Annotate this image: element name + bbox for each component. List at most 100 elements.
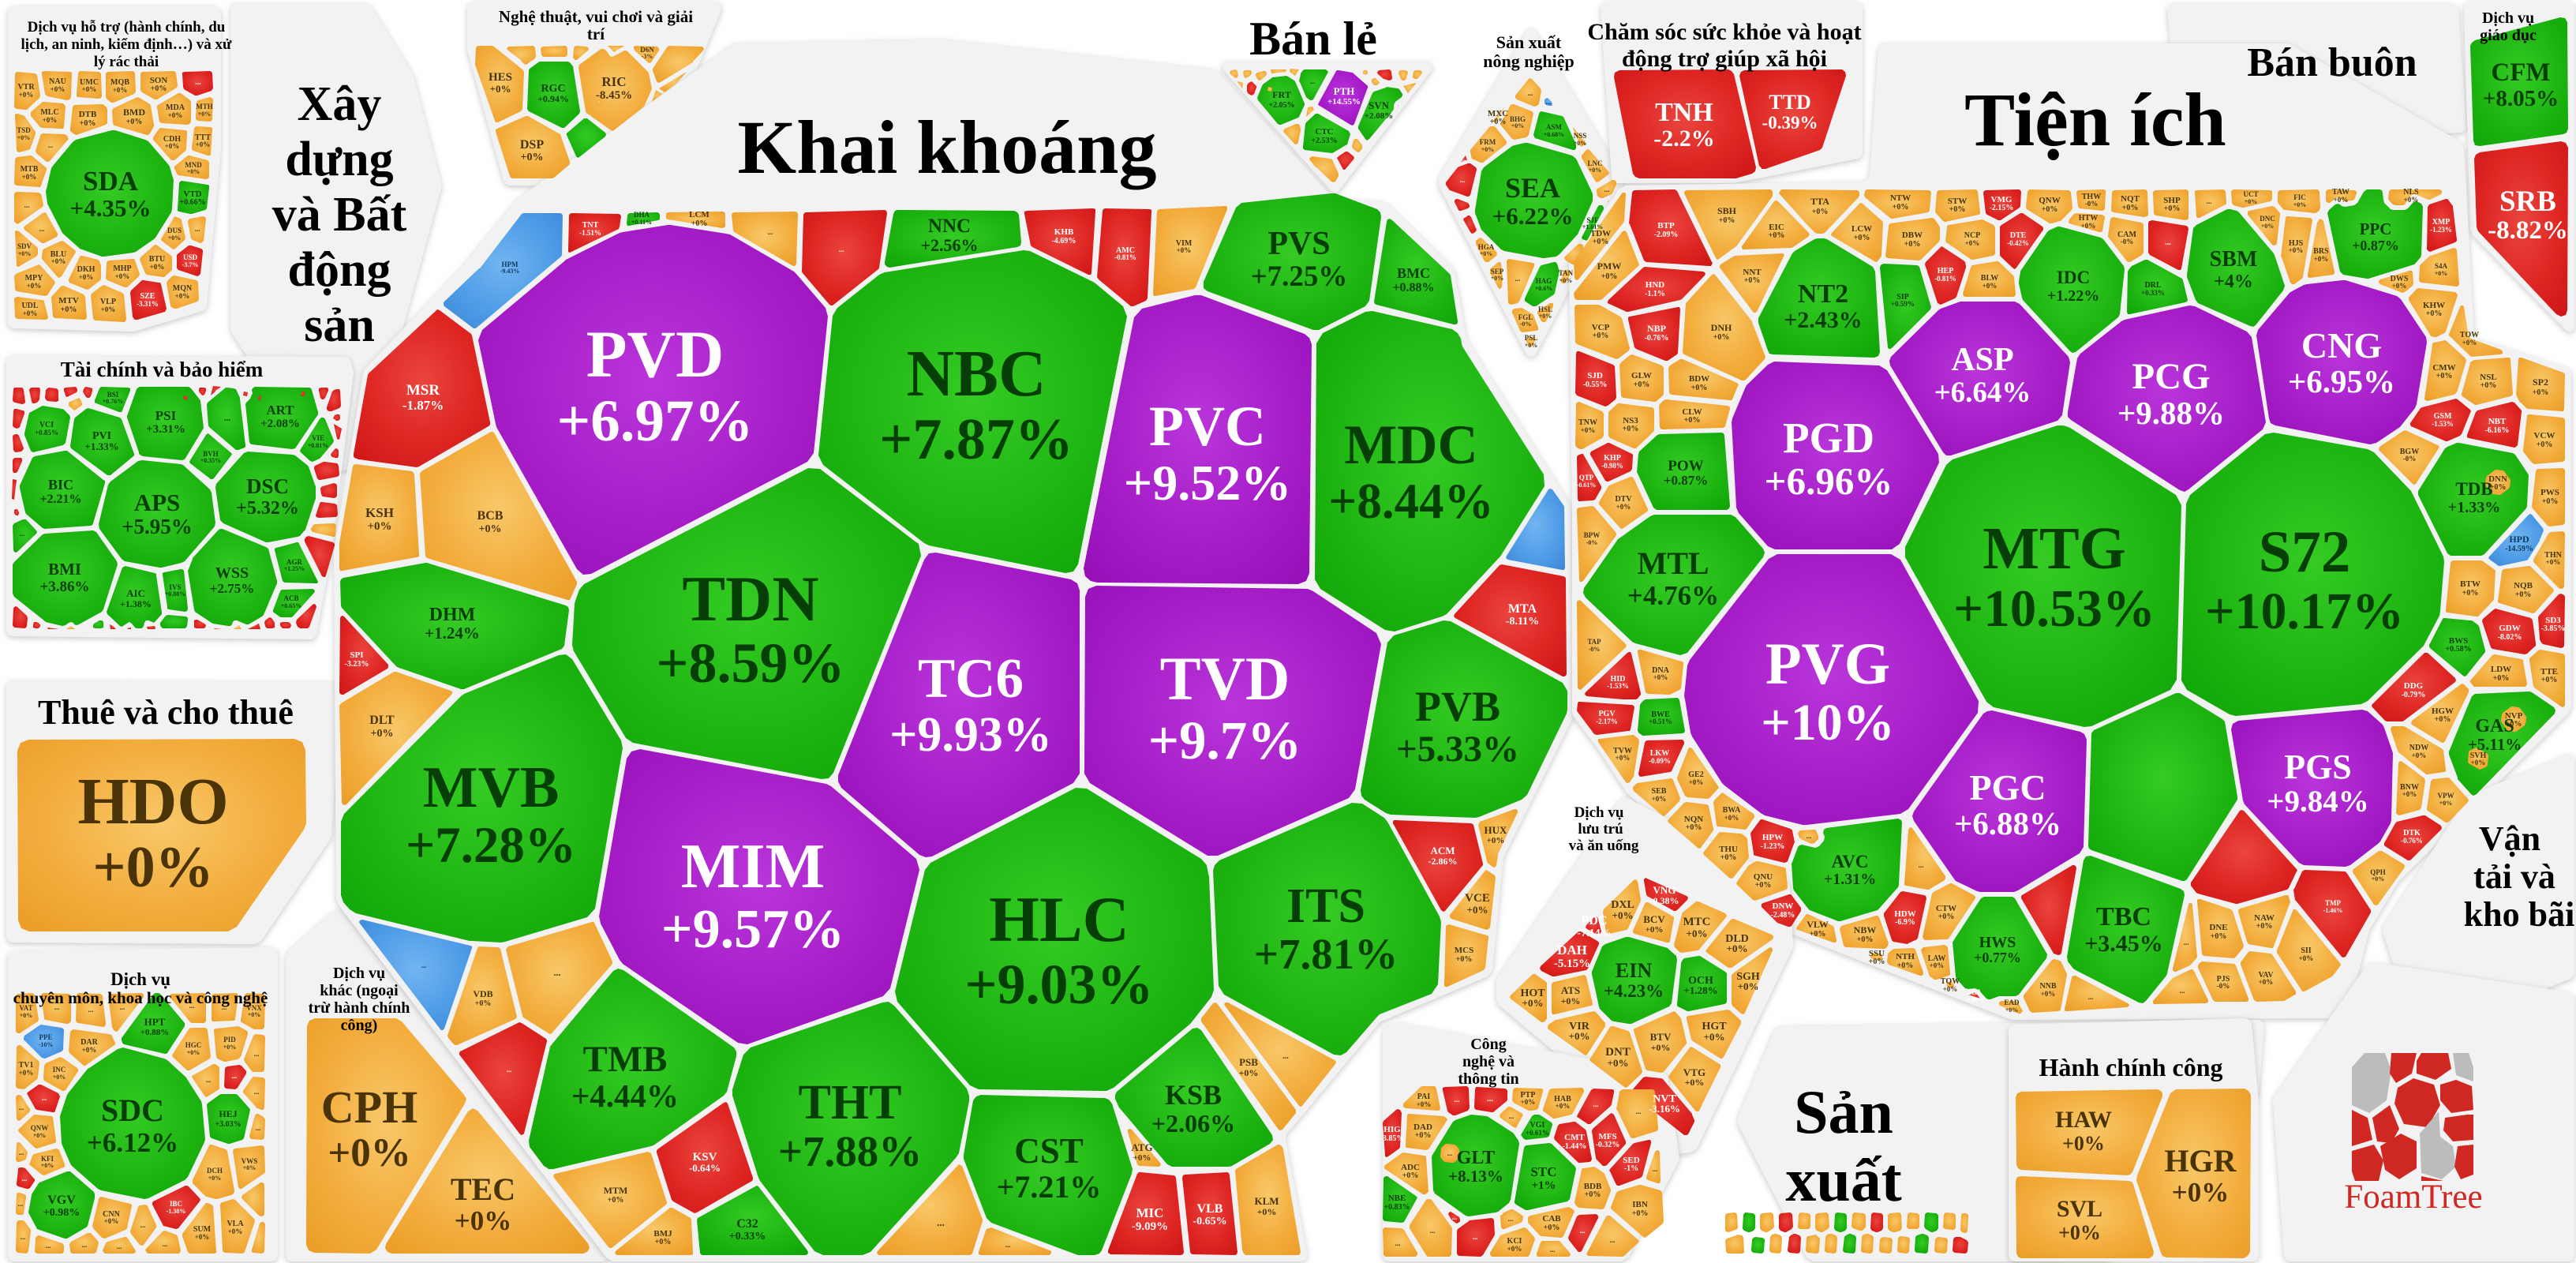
svg-text:+0%: +0% [113,86,128,94]
svg-text:+0%: +0% [1616,754,1631,762]
svg-text:RIC: RIC [601,74,626,89]
svg-text:+0%: +0% [1854,234,1870,242]
svg-text:HSL: HSL [1538,305,1552,313]
svg-text:và Bất: và Bất [272,188,407,242]
svg-text:QNW: QNW [31,1124,49,1132]
svg-text:-4.69%: -4.69% [1052,237,1076,245]
svg-text:-0%: -0% [2085,200,2099,208]
svg-text:+1.33%: +1.33% [84,440,118,452]
svg-text:HGT: HGT [1702,1021,1727,1033]
svg-text:lịch, an ninh, kiểm định…) và: lịch, an ninh, kiểm định…) và xử [21,36,233,53]
svg-text:Công: Công [1470,1036,1507,1053]
svg-text:CAB: CAB [1542,1214,1561,1224]
svg-text:+0.58%: +0.58% [2445,645,2471,654]
svg-text:PSB: PSB [1239,1056,1258,1068]
svg-text:Xây: Xây [298,77,382,131]
svg-text:+0.94%: +0.94% [537,93,569,104]
svg-text:SJD: SJD [1587,371,1603,380]
svg-text:SHP: SHP [2163,196,2181,205]
svg-text:ADC: ADC [1401,1163,1420,1172]
svg-text:PTH: PTH [1334,85,1355,97]
svg-text:-1.23%: -1.23% [1761,842,1785,851]
svg-text:SDC: SDC [101,1092,164,1128]
svg-text:+0%: +0% [2042,205,2058,214]
svg-text:+0%: +0% [2435,715,2451,724]
svg-text:MVB: MVB [423,755,560,820]
svg-text:+0%: +0% [1601,272,1618,281]
svg-text:+1.25%: +1.25% [284,565,305,572]
svg-text:trí: trí [587,24,605,43]
svg-text:+3.31%: +3.31% [146,423,185,436]
svg-text:HAW: HAW [2055,1107,2112,1133]
svg-text:SEB: SEB [1652,787,1667,796]
svg-text:PVC: PVC [1149,395,1266,458]
svg-text:+0%: +0% [1685,1077,1705,1088]
svg-text:LNC: LNC [1587,159,1602,167]
svg-text:+0%: +0% [2471,759,2486,766]
svg-text:AIC: AIC [126,587,145,599]
svg-text:-9.09%: -9.09% [1132,1220,1168,1233]
svg-text:+2.56%: +2.56% [920,235,978,255]
svg-text:+0%: +0% [1724,814,1739,822]
svg-text:MHP: MHP [113,264,131,273]
svg-text:...: ... [88,1006,94,1014]
svg-text:+0%: +0% [2041,990,2056,998]
svg-text:NQN: NQN [1684,815,1704,824]
svg-text:+0%: +0% [2289,246,2304,254]
svg-text:+0%: +0% [1417,1100,1432,1108]
svg-text:MLC: MLC [40,108,58,117]
svg-text:KFI: KFI [41,1155,54,1163]
svg-text:SBH: SBH [1717,205,1737,216]
svg-text:EIN: EIN [1616,959,1652,982]
svg-text:EIC: EIC [1769,223,1784,232]
svg-text:HIG: HIG [1383,1125,1401,1134]
svg-text:CAM: CAM [2117,230,2136,239]
svg-text:+0%: +0% [1687,928,1708,939]
svg-text:-2.2%: -2.2% [1653,126,1715,152]
svg-text:VLW: VLW [1807,919,1829,930]
svg-text:+2.21%: +2.21% [39,493,81,506]
svg-text:+0%: +0% [22,173,37,181]
svg-text:tải và: tải và [2473,857,2555,896]
svg-text:+1.31%: +1.31% [1824,871,1876,888]
svg-text:...: ... [1462,155,1467,163]
svg-text:+1.01%: +1.01% [1582,223,1604,230]
svg-text:MDA: MDA [166,103,185,112]
svg-text:PWS: PWS [2540,488,2559,497]
svg-text:...: ... [19,1149,24,1156]
svg-text:-3.23%: -3.23% [345,660,369,669]
svg-text:+9.57%: +9.57% [661,899,844,960]
svg-text:SEA: SEA [1505,172,1560,204]
svg-text:VAV: VAV [2258,971,2274,980]
svg-text:+0%: +0% [1938,913,1955,921]
svg-text:-7.14%: -7.14% [1577,928,1611,939]
svg-text:LAW: LAW [1928,954,1946,963]
svg-text:+1.24%: +1.24% [425,624,480,643]
svg-text:+0%: +0% [475,999,492,1008]
svg-text:+0%: +0% [82,1046,97,1054]
svg-text:VGI: VGI [1530,1121,1545,1130]
svg-text:KCI: KCI [1507,1237,1522,1246]
svg-text:+0%: +0% [2462,589,2479,598]
svg-text:MTL: MTL [1637,545,1709,581]
svg-text:PGD: PGD [1783,414,1874,462]
svg-text:SEP: SEP [1491,268,1504,275]
svg-text:-1.87%: -1.87% [402,398,444,413]
svg-text:+0%: +0% [1581,426,1596,434]
svg-text:...: ... [1005,1241,1011,1249]
svg-text:+0%: +0% [1616,503,1631,511]
svg-text:-3.85%: -3.85% [2541,624,2566,633]
svg-text:+0%: +0% [41,1162,54,1169]
svg-text:...: ... [839,245,844,253]
svg-text:+0%: +0% [19,1069,34,1077]
svg-text:+9.03%: +9.03% [964,953,1153,1016]
svg-text:VTR: VTR [17,83,35,92]
svg-text:Dịch vụ: Dịch vụ [2482,9,2534,27]
svg-text:+0%: +0% [243,1164,256,1171]
svg-text:lý rác thải: lý rác thải [94,54,159,70]
svg-text:MND: MND [185,161,202,169]
svg-text:AMC: AMC [1116,246,1135,255]
svg-text:GLW: GLW [1631,371,1652,380]
svg-text:FRM: FRM [1480,138,1496,146]
svg-text:Sản: Sản [1794,1077,1893,1146]
